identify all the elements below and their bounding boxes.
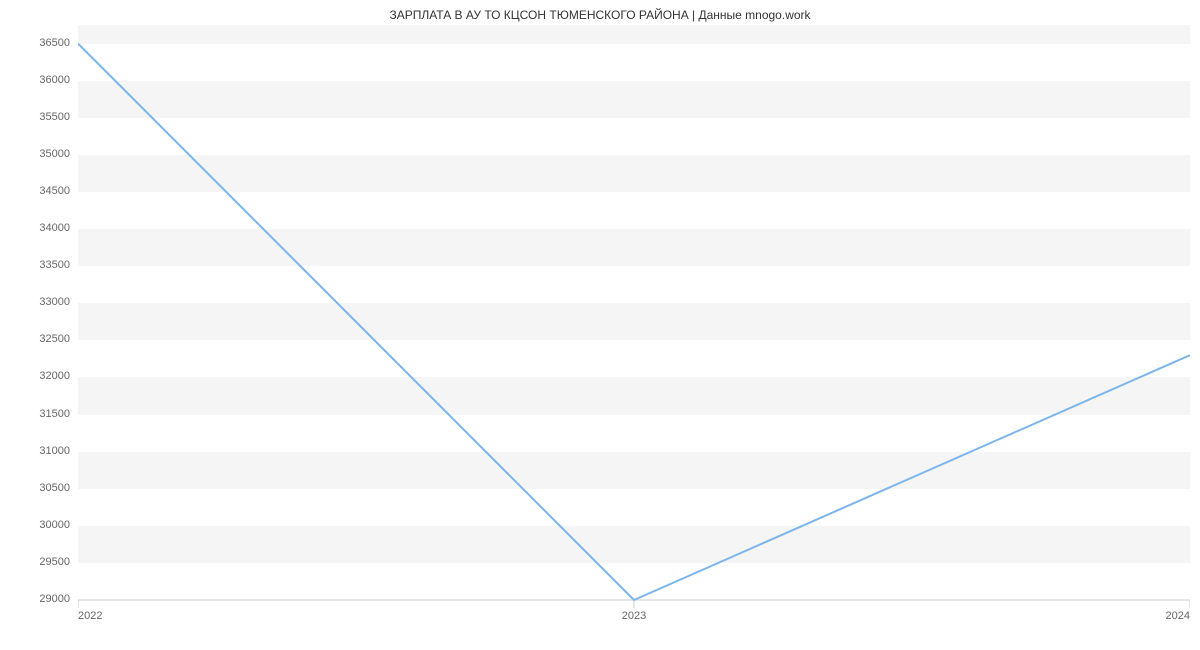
y-tick-label: 31000 bbox=[0, 445, 70, 457]
y-tick-label: 36500 bbox=[0, 37, 70, 49]
y-tick-label: 33500 bbox=[0, 259, 70, 271]
chart-title: ЗАРПЛАТА В АУ ТО КЦСОН ТЮМЕНСКОГО РАЙОНА… bbox=[0, 8, 1200, 22]
x-tick-label: 2024 bbox=[1130, 610, 1190, 622]
x-tick-label: 2022 bbox=[78, 610, 138, 622]
y-tick-label: 32000 bbox=[0, 370, 70, 382]
line-layer bbox=[78, 25, 1190, 610]
y-tick-label: 35000 bbox=[0, 148, 70, 160]
y-tick-label: 34500 bbox=[0, 185, 70, 197]
y-tick-label: 29000 bbox=[0, 593, 70, 605]
y-tick-label: 29500 bbox=[0, 556, 70, 568]
y-tick-label: 33000 bbox=[0, 296, 70, 308]
y-tick-label: 36000 bbox=[0, 74, 70, 86]
y-tick-label: 35500 bbox=[0, 111, 70, 123]
series-line bbox=[78, 44, 1190, 600]
chart-container: ЗАРПЛАТА В АУ ТО КЦСОН ТЮМЕНСКОГО РАЙОНА… bbox=[0, 0, 1200, 650]
x-tick-label: 2023 bbox=[604, 610, 664, 622]
y-tick-label: 31500 bbox=[0, 408, 70, 420]
y-tick-label: 30000 bbox=[0, 519, 70, 531]
y-tick-label: 30500 bbox=[0, 482, 70, 494]
plot-area bbox=[78, 25, 1190, 600]
y-tick-label: 34000 bbox=[0, 222, 70, 234]
y-tick-label: 32500 bbox=[0, 333, 70, 345]
